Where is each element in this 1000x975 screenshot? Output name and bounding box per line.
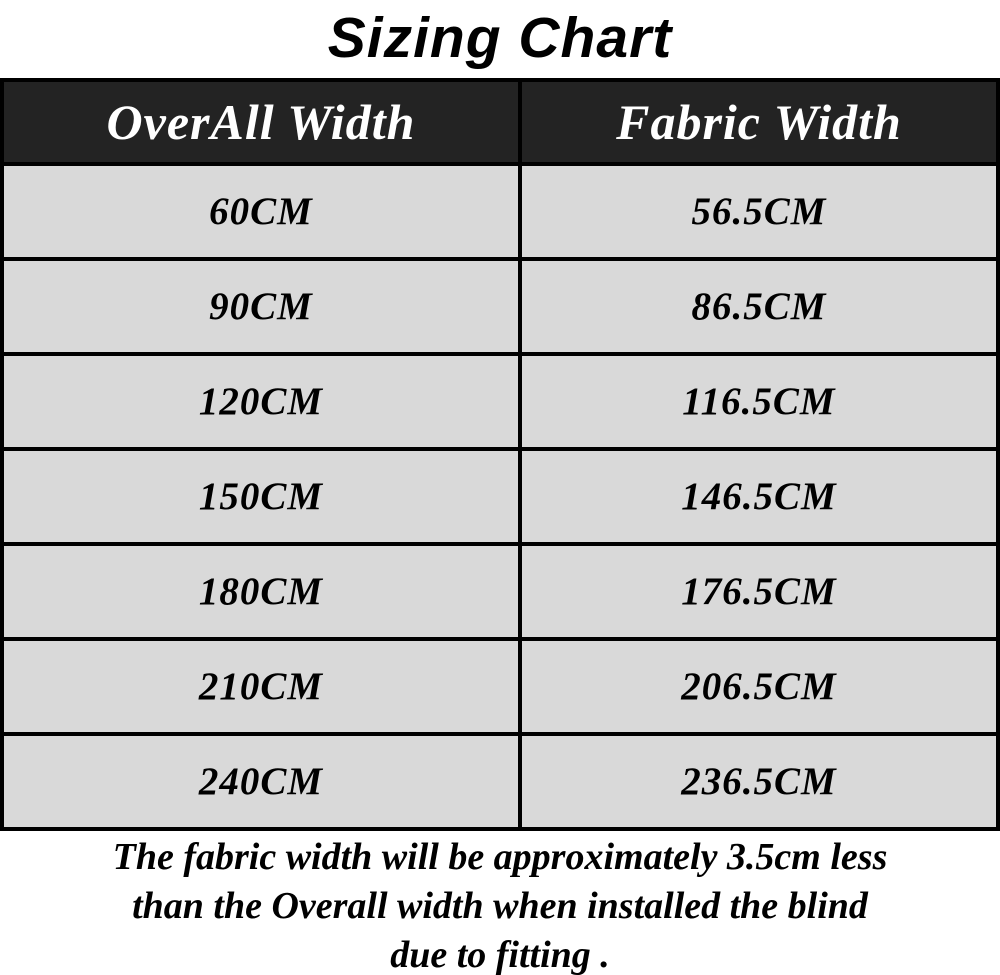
fabric-width-cell: 86.5CM (517, 257, 1000, 356)
table-row: 90CM 86.5CM (0, 257, 1000, 356)
overall-width-cell: 60CM (0, 162, 522, 261)
overall-width-cell: 90CM (0, 257, 522, 356)
table-row: 60CM 56.5CM (0, 162, 1000, 261)
col-header-fabric-width: Fabric Width (517, 78, 1000, 166)
overall-width-cell: 240CM (0, 732, 522, 831)
overall-width-cell: 210CM (0, 637, 522, 736)
fabric-width-cell: 146.5CM (517, 447, 1000, 546)
col-header-overall-width: OverAll Width (0, 78, 522, 166)
table-row: 180CM 176.5CM (0, 542, 1000, 641)
footer-note: The fabric width will be approximately 3… (0, 831, 1000, 975)
footer-line: The fabric width will be approximately 3… (112, 836, 888, 878)
fabric-width-cell: 176.5CM (517, 542, 1000, 641)
overall-width-cell: 120CM (0, 352, 522, 451)
fabric-width-cell: 116.5CM (517, 352, 1000, 451)
fabric-width-cell: 236.5CM (517, 732, 1000, 831)
page-title: Sizing Chart (327, 6, 673, 70)
fabric-width-cell: 56.5CM (517, 162, 1000, 261)
sizing-table: OverAll Width Fabric Width 60CM 56.5CM 9… (0, 78, 1000, 831)
overall-width-cell: 150CM (0, 447, 522, 546)
table-row: 150CM 146.5CM (0, 447, 1000, 546)
table-header-row: OverAll Width Fabric Width (0, 78, 1000, 166)
footer-line: due to fitting . (390, 934, 610, 975)
footer-line: than the Overall width when installed th… (132, 885, 868, 927)
fabric-width-cell: 206.5CM (517, 637, 1000, 736)
table-row: 240CM 236.5CM (0, 732, 1000, 831)
table-row: 120CM 116.5CM (0, 352, 1000, 451)
table-row: 210CM 206.5CM (0, 637, 1000, 736)
overall-width-cell: 180CM (0, 542, 522, 641)
